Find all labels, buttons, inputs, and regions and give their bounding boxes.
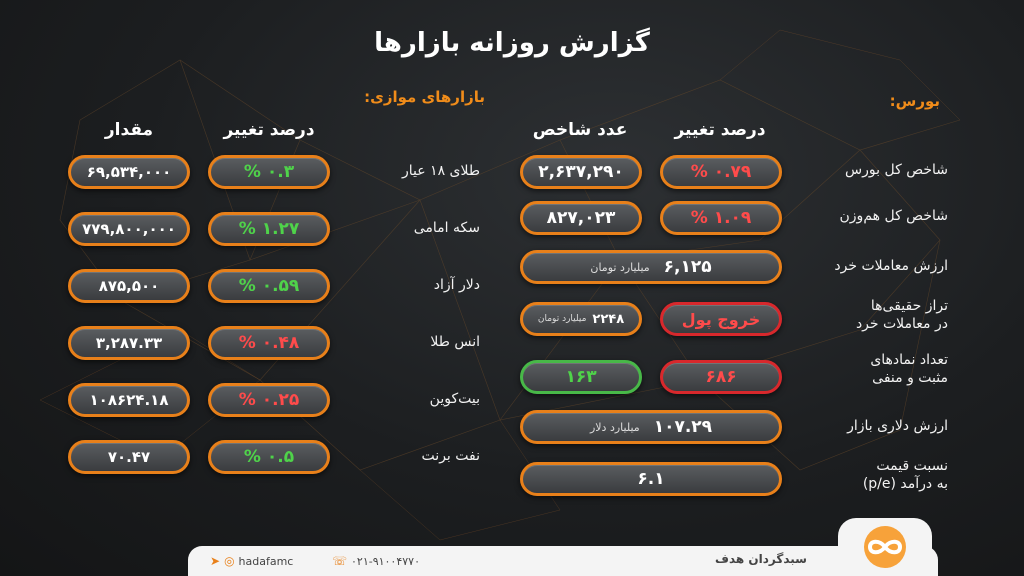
infinity-logo-icon: [864, 526, 906, 568]
footer-social: ➤ ◎ hadafamc: [210, 554, 293, 568]
total-index-value-text: ۲,۶۳۷,۲۹۰: [538, 162, 624, 182]
total-index-label: شاخص کل بورس: [845, 162, 948, 178]
total-index-change: ۰.۷۹ %: [660, 155, 782, 189]
positive-symbols-count: ۱۶۳: [520, 360, 642, 394]
instagram-icon: ◎: [224, 554, 235, 568]
pe-value-text: ۶.۱: [637, 469, 665, 489]
parallel-row-label: نفت برنت: [421, 448, 480, 464]
positive-symbols-value: ۱۶۳: [565, 367, 597, 387]
parallel-row-change: ۰.۴۸ %: [208, 326, 330, 360]
footer-bar: [188, 546, 938, 576]
bourse-col-change: درصد تغییر: [674, 120, 766, 140]
brand-logo: [838, 518, 932, 576]
pe-label-1: نسبت قیمت: [876, 458, 948, 474]
parallel-row-change: ۰.۵۹ %: [208, 269, 330, 303]
dollar-value-unit: میلیارد دلار: [589, 420, 640, 434]
parallel-row-amount: ۷۰.۴۷: [68, 440, 190, 474]
footer-social-handle: hadafamc: [238, 554, 294, 568]
parallel-row-amount-value: ۶۹,۵۳۴,۰۰۰: [86, 163, 172, 181]
real-balance-number: ۲۲۴۸: [592, 311, 625, 327]
parallel-col-amount: مقدار: [104, 120, 154, 140]
parallel-row-amount-value: ۷۰.۴۷: [107, 448, 151, 466]
retail-value: ۶,۱۲۵ میلیارد تومان: [520, 250, 782, 284]
dollar-value-label: ارزش دلاری بازار: [847, 418, 948, 434]
parallel-row-change-value: ۰.۵ %: [243, 447, 295, 467]
real-balance-unit: میلیارد تومان: [537, 314, 587, 324]
real-balance-status-text: خروج پول: [681, 309, 761, 329]
real-balance-value: ۲۲۴۸ میلیارد تومان: [520, 302, 642, 336]
retail-value-number: ۶,۱۲۵: [663, 257, 712, 277]
equal-weight-change: ۱.۰۹ %: [660, 201, 782, 235]
bourse-section-label: بورس:: [889, 92, 940, 110]
footer-brand-name: سبدگردان هدف: [715, 552, 807, 566]
page-title: گزارش روزانه بازارها: [374, 28, 650, 58]
footer-phone: ☏ ۰۲۱-۹۱۰۰۴۷۷۰: [332, 554, 420, 568]
pe-value: ۶.۱: [520, 462, 782, 496]
parallel-row-change-value: ۰.۴۸ %: [238, 333, 300, 353]
equal-weight-value: ۸۲۷,۰۲۳: [520, 201, 642, 235]
symbols-label-2: مثبت و منفی: [872, 370, 948, 386]
real-balance-label-1: تراز حقیقی‌ها: [870, 298, 948, 314]
equal-weight-value-text: ۸۲۷,۰۲۳: [546, 208, 616, 228]
parallel-row-change: ۰.۵ %: [208, 440, 330, 474]
parallel-row-amount: ۶۹,۵۳۴,۰۰۰: [68, 155, 190, 189]
parallel-row-change: ۱.۲۷ %: [208, 212, 330, 246]
dollar-value: ۱۰۷.۲۹ میلیارد دلار: [520, 410, 782, 444]
parallel-row-label: بیت‌کوین: [429, 391, 480, 407]
symbols-label-1: تعداد نمادهای: [870, 352, 948, 368]
parallel-row-change-value: ۰.۵۹ %: [238, 276, 300, 296]
parallel-col-change: درصد تغییر: [223, 120, 315, 140]
bourse-col-index: عدد شاخص: [532, 120, 628, 140]
real-balance-label-2: در معاملات خرد: [855, 316, 948, 332]
parallel-section-label: بازارهای موازی:: [364, 88, 485, 106]
parallel-row-amount: ۷۷۹,۸۰۰,۰۰۰: [68, 212, 190, 246]
dollar-value-number: ۱۰۷.۲۹: [653, 417, 713, 437]
parallel-row-change-value: ۱.۲۷ %: [238, 219, 300, 239]
parallel-row-amount-value: ۱۰۸۶۲۴.۱۸: [89, 391, 169, 409]
parallel-row-label: دلار آزاد: [433, 277, 480, 293]
negative-symbols-value: ۶۸۶: [705, 367, 737, 387]
retail-value-label: ارزش معاملات خرد: [834, 258, 948, 274]
total-index-change-value: ۰.۷۹ %: [690, 162, 752, 182]
parallel-row-amount: ۳,۲۸۷.۳۳: [68, 326, 190, 360]
parallel-row-amount-value: ۸۷۵,۵۰۰: [98, 277, 160, 295]
parallel-row-change: ۰.۳ %: [208, 155, 330, 189]
telegram-icon: ➤: [210, 554, 221, 568]
real-balance-status: خروج پول: [660, 302, 782, 336]
parallel-row-amount-value: ۷۷۹,۸۰۰,۰۰۰: [82, 220, 176, 238]
equal-weight-change-value: ۱.۰۹ %: [690, 208, 752, 228]
total-index-value: ۲,۶۳۷,۲۹۰: [520, 155, 642, 189]
parallel-row-amount: ۸۷۵,۵۰۰: [68, 269, 190, 303]
footer-phone-number: ۰۲۱-۹۱۰۰۴۷۷۰: [351, 554, 420, 568]
pe-label-2: به درآمد (p/e): [862, 476, 948, 492]
parallel-row-label: طلای ۱۸ عیار: [401, 163, 480, 179]
parallel-row-change: ۰.۲۵ %: [208, 383, 330, 417]
negative-symbols-count: ۶۸۶: [660, 360, 782, 394]
parallel-row-change-value: ۰.۳ %: [243, 162, 295, 182]
equal-weight-label: شاخص کل هم‌وزن: [839, 208, 948, 224]
phone-icon: ☏: [332, 554, 348, 568]
parallel-row-amount-value: ۳,۲۸۷.۳۳: [95, 334, 163, 352]
parallel-row-change-value: ۰.۲۵ %: [238, 390, 300, 410]
retail-value-unit: میلیارد تومان: [590, 260, 650, 274]
parallel-row-label: انس طلا: [430, 334, 480, 350]
parallel-row-label: سکه امامی: [413, 220, 480, 236]
parallel-row-amount: ۱۰۸۶۲۴.۱۸: [68, 383, 190, 417]
